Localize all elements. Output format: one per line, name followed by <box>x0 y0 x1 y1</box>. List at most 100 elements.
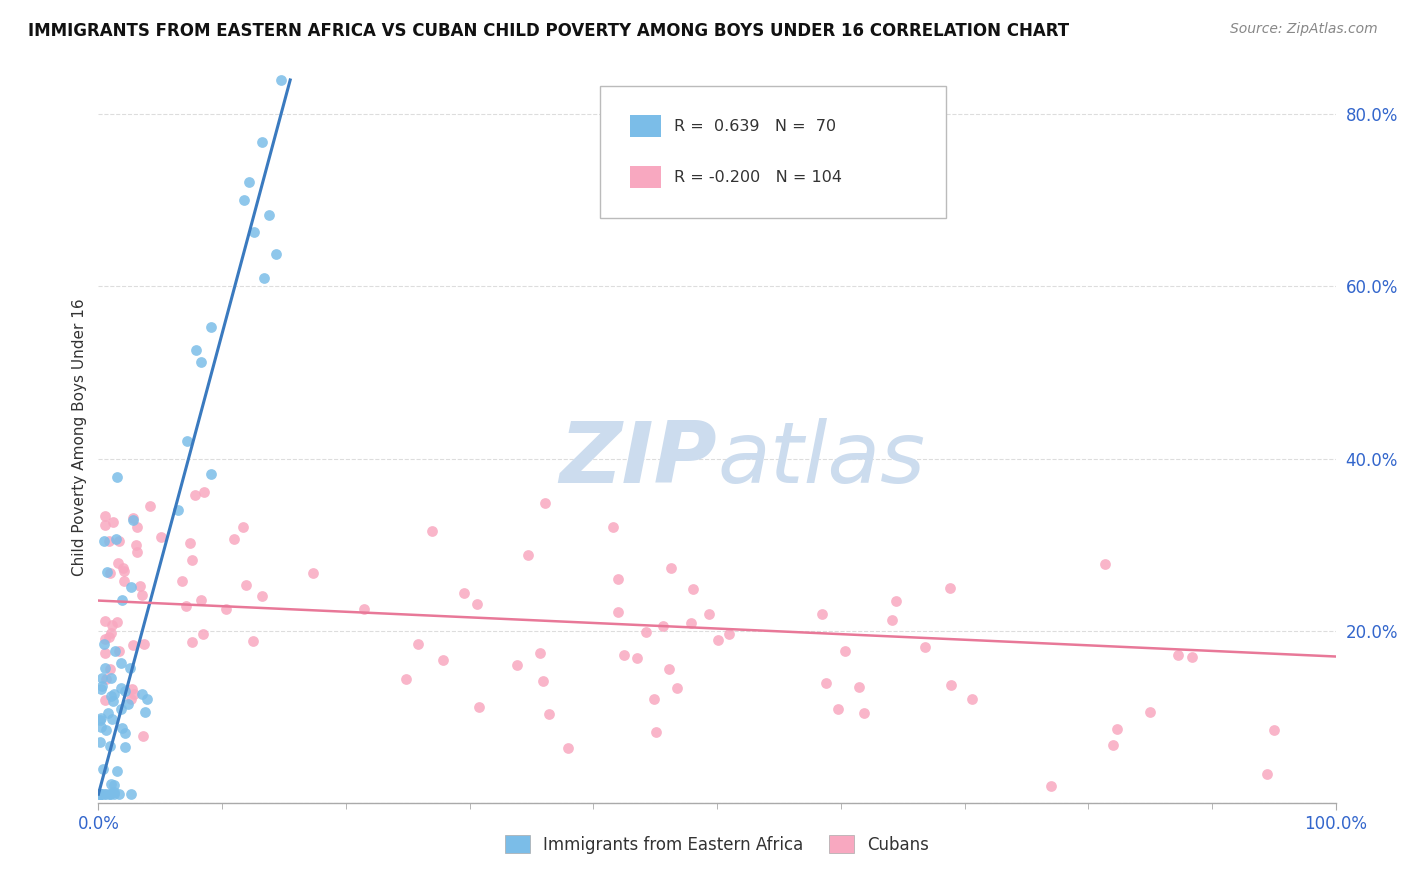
Point <box>100 689 122 703</box>
Point <box>90 711 112 725</box>
Point <box>264 246 287 260</box>
Point <box>167 502 190 516</box>
Point <box>467 699 489 714</box>
Point <box>682 582 704 597</box>
Point <box>90 679 112 693</box>
Point <box>121 681 143 696</box>
Point <box>135 692 157 706</box>
Point <box>112 574 135 589</box>
Point <box>117 697 139 711</box>
Point <box>89 787 111 801</box>
Text: ZIP: ZIP <box>560 417 717 500</box>
Point <box>132 637 155 651</box>
Point <box>90 720 112 734</box>
Point <box>214 602 236 616</box>
Point <box>125 538 148 552</box>
Point <box>193 485 215 500</box>
FancyBboxPatch shape <box>630 167 661 188</box>
Point <box>98 566 121 580</box>
Point <box>121 511 143 525</box>
Point <box>90 671 112 685</box>
Point <box>96 565 118 579</box>
Point <box>150 530 173 544</box>
Point <box>104 532 127 546</box>
Point <box>174 599 197 614</box>
Point <box>1102 739 1125 753</box>
Point <box>89 787 111 801</box>
Point <box>93 614 115 628</box>
Point <box>238 176 260 190</box>
Point <box>179 536 201 550</box>
Point <box>1263 723 1285 738</box>
Point <box>114 739 136 754</box>
Point <box>706 632 728 647</box>
Point <box>107 787 129 801</box>
Point <box>122 513 145 527</box>
Y-axis label: Child Poverty Among Boys Under 16: Child Poverty Among Boys Under 16 <box>72 298 87 576</box>
Point <box>103 687 125 701</box>
Point <box>93 637 115 651</box>
Point <box>301 566 323 580</box>
Point <box>939 581 962 595</box>
Point <box>176 434 198 449</box>
Point <box>1139 705 1161 719</box>
Point <box>105 764 128 778</box>
Point <box>811 607 834 621</box>
Point <box>105 615 128 629</box>
Point <box>180 635 202 649</box>
Point <box>107 644 129 658</box>
Point <box>103 778 125 792</box>
Point <box>242 633 264 648</box>
Point <box>98 739 121 753</box>
Point <box>533 496 555 510</box>
Point <box>90 681 112 696</box>
Point <box>98 787 121 801</box>
Point <box>191 627 214 641</box>
Point <box>114 684 136 698</box>
Point <box>103 784 125 798</box>
Point <box>886 594 908 608</box>
Point <box>270 73 292 87</box>
Point <box>200 320 222 334</box>
Point <box>89 787 111 801</box>
Point <box>186 343 208 357</box>
Point <box>93 518 115 533</box>
Legend: Immigrants from Eastern Africa, Cubans: Immigrants from Eastern Africa, Cubans <box>499 829 935 860</box>
Point <box>250 589 273 603</box>
Point <box>1105 722 1128 736</box>
Point <box>96 723 118 738</box>
Point <box>131 588 153 602</box>
Point <box>100 777 122 791</box>
Point <box>613 648 636 662</box>
Point <box>89 713 111 727</box>
Point <box>960 691 983 706</box>
Point <box>406 637 429 651</box>
Point <box>634 625 657 640</box>
Point <box>122 687 145 701</box>
Point <box>853 706 876 720</box>
Point <box>131 687 153 701</box>
Point <box>132 729 155 743</box>
Point <box>506 658 529 673</box>
Point <box>190 593 212 607</box>
FancyBboxPatch shape <box>630 115 661 137</box>
Point <box>643 692 665 706</box>
Point <box>122 638 145 652</box>
Point <box>253 271 276 285</box>
Point <box>697 607 720 622</box>
Point <box>110 701 132 715</box>
Point <box>108 534 131 549</box>
Point <box>139 500 162 514</box>
Point <box>467 597 489 611</box>
Point <box>607 605 630 619</box>
Point <box>100 625 122 640</box>
Point <box>111 721 134 735</box>
Point <box>107 556 129 570</box>
Point <box>93 632 115 647</box>
Point <box>665 681 688 695</box>
Point <box>516 548 538 562</box>
Point <box>93 787 115 801</box>
Point <box>112 564 135 578</box>
Point <box>94 787 117 801</box>
Point <box>110 656 132 670</box>
